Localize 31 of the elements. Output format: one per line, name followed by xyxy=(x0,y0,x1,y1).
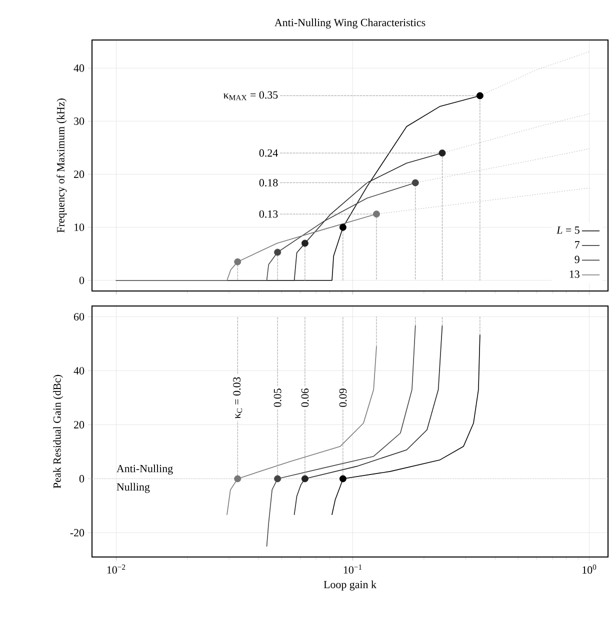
x-tick-label: 10$^{0}$ xyxy=(582,564,596,574)
annotation: 0.18 xyxy=(259,179,278,186)
x-tick-label: 10$^{−1}$ xyxy=(344,564,362,574)
y-tick-label: 40 xyxy=(74,367,84,374)
y-tick-label: 40 xyxy=(74,64,84,72)
y-axis-title: Peak Residual Gain (dBc) xyxy=(53,374,64,488)
y-tick-label: 30 xyxy=(74,117,84,125)
annotation: κ$_{C}$ = 0.03 xyxy=(233,377,242,419)
y-axis-title: Frequency of Maximum (kHz) xyxy=(56,98,67,233)
y-tick-label: 0 xyxy=(79,475,84,482)
annotation: Anti-Nulling xyxy=(116,464,173,475)
annotation: 0.05 xyxy=(274,388,282,407)
legend-label: 7 xyxy=(575,241,580,248)
chart-title: Anti-Nulling Wing Characteristics xyxy=(274,18,426,28)
y-tick-label: 10 xyxy=(74,224,84,232)
y-tick-label: 20 xyxy=(74,421,84,428)
legend-label: 9 xyxy=(574,256,580,264)
legend-label: L = 5 xyxy=(556,226,580,234)
x-tick-label: 10$^{−2}$ xyxy=(107,564,126,574)
x-axis-title: Loop gain k xyxy=(324,580,376,590)
legend-label: 13 xyxy=(570,270,580,278)
annotation: 0.13 xyxy=(259,210,278,218)
y-tick-label: 20 xyxy=(74,170,84,178)
y-tick-label: 0 xyxy=(79,276,84,284)
annotation: Nulling xyxy=(116,482,150,493)
annotation: κ$_{MAX}$ = 0.35 xyxy=(224,91,278,100)
annotation: 0.09 xyxy=(339,388,347,407)
y-tick-label: -20 xyxy=(70,529,84,536)
y-tick-label: 60 xyxy=(74,313,84,320)
annotation: 0.06 xyxy=(301,388,309,407)
annotation: 0.24 xyxy=(259,149,278,157)
